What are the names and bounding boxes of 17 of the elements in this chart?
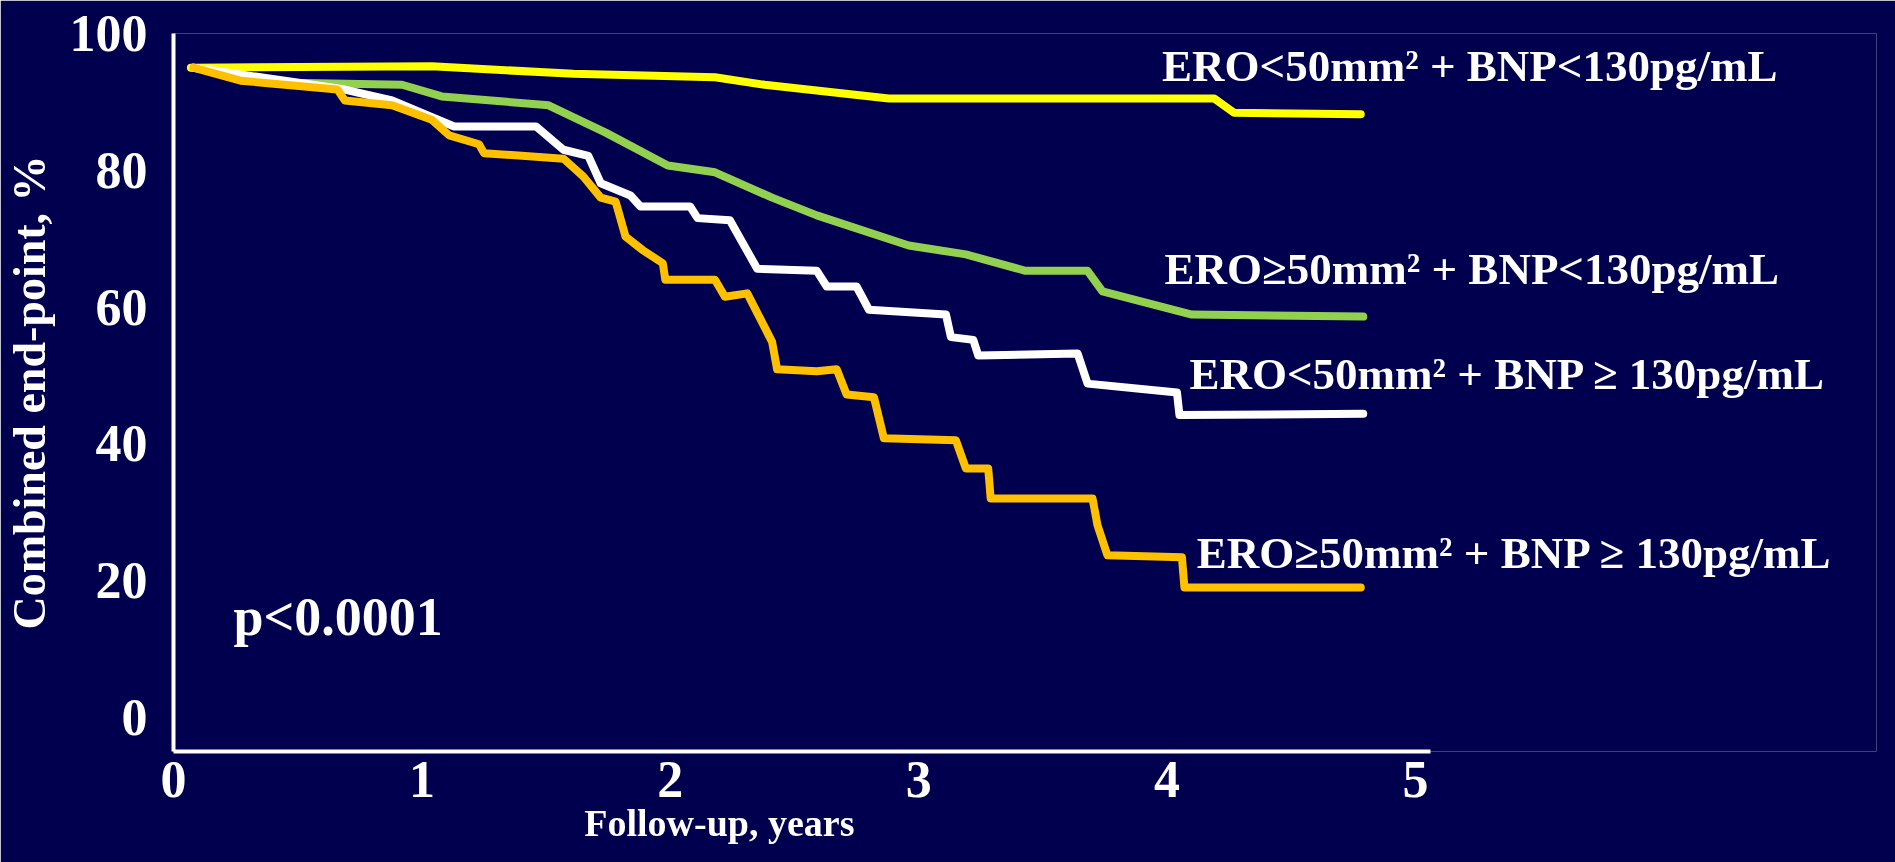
x-tick-label: 0: [160, 750, 187, 808]
series-label: ERO<50mm² + BNP ≥ 130pg/mL: [1189, 348, 1824, 399]
series-label: ERO<50mm² + BNP<130pg/mL: [1162, 41, 1778, 92]
x-tick-label: 4: [1154, 750, 1181, 808]
x-tick-label: 1: [408, 750, 435, 808]
y-tick-label: 80: [95, 141, 148, 199]
y-axis-title: Combined end-point, %: [3, 155, 55, 630]
x-tick-label: 3: [905, 750, 932, 808]
y-tick-label: 100: [69, 5, 148, 62]
annotation: p<0.0001: [233, 586, 443, 647]
series-label: ERO≥50mm² + BNP ≥ 130pg/mL: [1196, 528, 1831, 579]
y-tick-label: 40: [95, 415, 148, 473]
y-tick-label: 0: [121, 688, 148, 746]
x-tick-label: 5: [1402, 750, 1429, 808]
y-tick-label: 60: [95, 278, 148, 336]
y-tick-label: 20: [95, 552, 148, 610]
series-label: ERO≥50mm² + BNP<130pg/mL: [1164, 243, 1780, 294]
